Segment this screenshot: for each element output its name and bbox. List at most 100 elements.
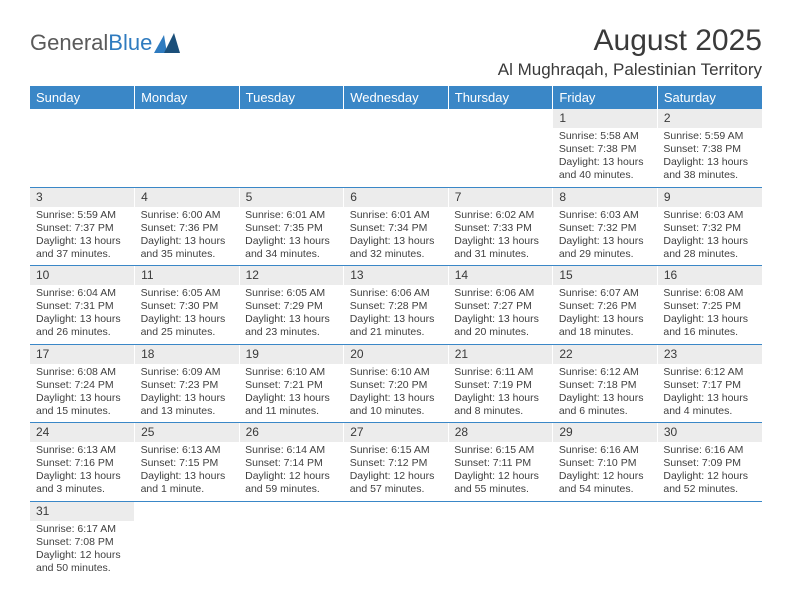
weekday-header: Saturday — [657, 86, 762, 109]
sunrise-text: Sunrise: 6:01 AM — [245, 209, 338, 222]
daylight-text: Daylight: 12 hours and 52 minutes. — [663, 470, 756, 496]
sunset-text: Sunset: 7:11 PM — [454, 457, 547, 470]
day-content-cell: Sunrise: 6:08 AMSunset: 7:24 PMDaylight:… — [30, 364, 135, 423]
daylight-text: Daylight: 13 hours and 35 minutes. — [141, 235, 234, 261]
day-number-cell: 31 — [30, 501, 135, 521]
weekday-header: Tuesday — [239, 86, 344, 109]
sunset-text: Sunset: 7:37 PM — [36, 222, 129, 235]
day-number-cell — [30, 109, 135, 128]
day-content-cell: Sunrise: 6:15 AMSunset: 7:11 PMDaylight:… — [448, 442, 553, 501]
daylight-text: Daylight: 13 hours and 29 minutes. — [559, 235, 652, 261]
sunset-text: Sunset: 7:32 PM — [663, 222, 756, 235]
sunset-text: Sunset: 7:26 PM — [559, 300, 652, 313]
day-number-cell: 18 — [135, 344, 240, 364]
day-content-cell — [553, 521, 658, 580]
sunset-text: Sunset: 7:27 PM — [454, 300, 547, 313]
day-number-cell: 1 — [553, 109, 658, 128]
sunrise-text: Sunrise: 5:59 AM — [36, 209, 129, 222]
daylight-text: Daylight: 13 hours and 25 minutes. — [141, 313, 234, 339]
sunrise-text: Sunrise: 6:08 AM — [36, 366, 129, 379]
day-number-cell — [135, 501, 240, 521]
day-number-cell: 26 — [239, 423, 344, 443]
sunset-text: Sunset: 7:10 PM — [559, 457, 652, 470]
day-number-cell — [239, 501, 344, 521]
sunrise-text: Sunrise: 5:58 AM — [559, 130, 652, 143]
day-number-cell — [239, 109, 344, 128]
day-content-cell: Sunrise: 5:59 AMSunset: 7:37 PMDaylight:… — [30, 207, 135, 266]
day-content-cell: Sunrise: 5:58 AMSunset: 7:38 PMDaylight:… — [553, 128, 658, 187]
daylight-text: Daylight: 13 hours and 15 minutes. — [36, 392, 129, 418]
daylight-text: Daylight: 12 hours and 55 minutes. — [454, 470, 547, 496]
day-content-cell — [657, 521, 762, 580]
brand-logo-icon — [154, 33, 180, 53]
sunrise-text: Sunrise: 6:03 AM — [663, 209, 756, 222]
day-number-cell — [448, 501, 553, 521]
sunset-text: Sunset: 7:29 PM — [245, 300, 338, 313]
day-content-cell — [448, 521, 553, 580]
day-number-cell: 30 — [657, 423, 762, 443]
weekday-header: Monday — [135, 86, 240, 109]
weekday-header: Wednesday — [344, 86, 449, 109]
daylight-text: Daylight: 13 hours and 28 minutes. — [663, 235, 756, 261]
day-content-cell — [448, 128, 553, 187]
day-content-cell: Sunrise: 6:10 AMSunset: 7:20 PMDaylight:… — [344, 364, 449, 423]
day-content-cell: Sunrise: 6:05 AMSunset: 7:30 PMDaylight:… — [135, 285, 240, 344]
sunrise-text: Sunrise: 5:59 AM — [663, 130, 756, 143]
sunset-text: Sunset: 7:12 PM — [350, 457, 443, 470]
sunset-text: Sunset: 7:32 PM — [559, 222, 652, 235]
daylight-text: Daylight: 12 hours and 57 minutes. — [350, 470, 443, 496]
day-content-cell: Sunrise: 6:15 AMSunset: 7:12 PMDaylight:… — [344, 442, 449, 501]
daylight-text: Daylight: 13 hours and 8 minutes. — [454, 392, 547, 418]
daylight-text: Daylight: 12 hours and 50 minutes. — [36, 549, 129, 575]
sunrise-text: Sunrise: 6:03 AM — [559, 209, 652, 222]
sunrise-text: Sunrise: 6:10 AM — [350, 366, 443, 379]
sunset-text: Sunset: 7:16 PM — [36, 457, 129, 470]
daylight-text: Daylight: 13 hours and 26 minutes. — [36, 313, 129, 339]
day-content-cell: Sunrise: 6:09 AMSunset: 7:23 PMDaylight:… — [135, 364, 240, 423]
sunrise-text: Sunrise: 6:09 AM — [141, 366, 234, 379]
day-content-cell: Sunrise: 6:17 AMSunset: 7:08 PMDaylight:… — [30, 521, 135, 580]
sunrise-text: Sunrise: 6:04 AM — [36, 287, 129, 300]
day-content-cell: Sunrise: 6:01 AMSunset: 7:34 PMDaylight:… — [344, 207, 449, 266]
day-content-cell: Sunrise: 6:03 AMSunset: 7:32 PMDaylight:… — [657, 207, 762, 266]
weekday-header: Thursday — [448, 86, 553, 109]
daylight-text: Daylight: 13 hours and 40 minutes. — [559, 156, 652, 182]
daylight-text: Daylight: 13 hours and 4 minutes. — [663, 392, 756, 418]
day-number-cell: 19 — [239, 344, 344, 364]
daylight-text: Daylight: 13 hours and 31 minutes. — [454, 235, 547, 261]
day-content-cell: Sunrise: 6:00 AMSunset: 7:36 PMDaylight:… — [135, 207, 240, 266]
day-content-row: Sunrise: 5:59 AMSunset: 7:37 PM Daylight:… — [30, 207, 762, 266]
sunset-text: Sunset: 7:20 PM — [350, 379, 443, 392]
day-number-cell: 10 — [30, 266, 135, 286]
day-number-cell: 8 — [553, 187, 658, 207]
daylight-text: Daylight: 13 hours and 23 minutes. — [245, 313, 338, 339]
sunrise-text: Sunrise: 6:17 AM — [36, 523, 129, 536]
sunset-text: Sunset: 7:21 PM — [245, 379, 338, 392]
weekday-header: Friday — [553, 86, 658, 109]
day-content-cell — [239, 128, 344, 187]
day-content-cell — [344, 521, 449, 580]
sunset-text: Sunset: 7:33 PM — [454, 222, 547, 235]
sunset-text: Sunset: 7:36 PM — [141, 222, 234, 235]
day-content-cell: Sunrise: 6:14 AMSunset: 7:14 PMDaylight:… — [239, 442, 344, 501]
daylight-text: Daylight: 13 hours and 18 minutes. — [559, 313, 652, 339]
day-number-cell: 2 — [657, 109, 762, 128]
day-number-cell: 6 — [344, 187, 449, 207]
day-number-cell: 13 — [344, 266, 449, 286]
sunrise-text: Sunrise: 6:01 AM — [350, 209, 443, 222]
day-number-row: 12 — [30, 109, 762, 128]
daylight-text: Daylight: 13 hours and 38 minutes. — [663, 156, 756, 182]
day-content-cell: Sunrise: 6:07 AMSunset: 7:26 PMDaylight:… — [553, 285, 658, 344]
weekday-header: Sunday — [30, 86, 135, 109]
sunrise-text: Sunrise: 6:06 AM — [350, 287, 443, 300]
daylight-text: Daylight: 13 hours and 34 minutes. — [245, 235, 338, 261]
sunset-text: Sunset: 7:17 PM — [663, 379, 756, 392]
day-number-cell — [448, 109, 553, 128]
day-number-cell: 24 — [30, 423, 135, 443]
day-content-cell: Sunrise: 6:13 AMSunset: 7:16 PMDaylight:… — [30, 442, 135, 501]
sunrise-text: Sunrise: 6:10 AM — [245, 366, 338, 379]
sunrise-text: Sunrise: 6:06 AM — [454, 287, 547, 300]
day-number-cell — [657, 501, 762, 521]
day-number-cell — [553, 501, 658, 521]
sunset-text: Sunset: 7:24 PM — [36, 379, 129, 392]
